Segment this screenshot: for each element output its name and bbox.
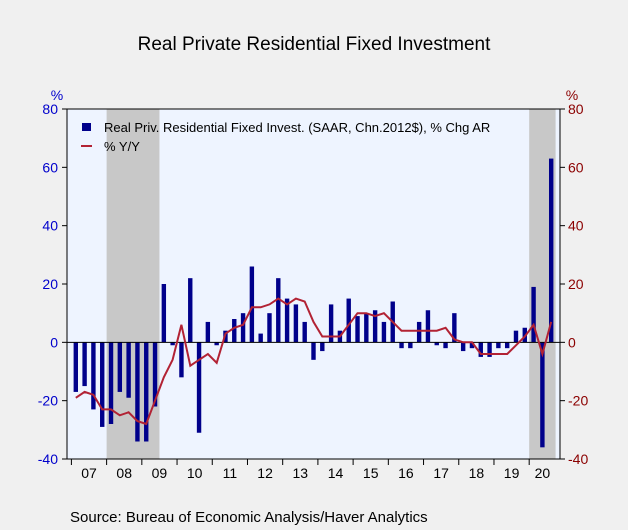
data-bar — [346, 298, 351, 343]
right-tick-label: -20 — [568, 393, 588, 409]
data-bar — [452, 313, 457, 343]
data-bar — [487, 342, 492, 357]
data-bar — [328, 304, 334, 343]
right-tick-label: 20 — [568, 276, 584, 292]
data-bar — [320, 342, 325, 352]
data-bar — [302, 321, 307, 343]
left-tick-label: 40 — [42, 218, 58, 234]
data-bar — [73, 342, 79, 392]
x-tick-label: 15 — [363, 465, 379, 481]
x-tick-label: 16 — [398, 465, 414, 481]
data-bar — [276, 278, 281, 343]
data-bar — [372, 310, 378, 343]
left-tick-label: 0 — [50, 334, 58, 350]
data-bar — [548, 158, 554, 343]
left-tick-label: 80 — [42, 101, 58, 117]
data-bar — [179, 342, 184, 378]
data-bar — [205, 321, 211, 343]
x-tick-label: 10 — [187, 465, 203, 481]
x-tick-label: 14 — [328, 465, 344, 481]
data-bar — [513, 330, 519, 343]
data-bar — [416, 321, 422, 343]
data-bar — [82, 342, 87, 387]
left-tick-label: 60 — [42, 159, 58, 175]
bar-series — [73, 158, 554, 448]
data-bar — [152, 342, 158, 407]
data-bar — [135, 342, 140, 442]
data-bar — [381, 321, 387, 343]
x-tick-label: 11 — [223, 465, 238, 481]
data-bar — [144, 342, 149, 442]
data-bar — [311, 342, 316, 360]
data-bar — [504, 342, 510, 349]
right-tick-label: 0 — [568, 334, 576, 350]
left-axis-unit: % — [51, 87, 63, 103]
data-bar — [434, 342, 439, 346]
data-bar — [531, 286, 536, 343]
data-bar — [478, 342, 483, 357]
data-bar — [100, 342, 105, 427]
x-tick-label: 13 — [293, 465, 309, 481]
data-bar — [258, 333, 263, 343]
data-bar — [240, 313, 246, 343]
right-tick-label: 40 — [568, 218, 584, 234]
right-tick-label: 80 — [568, 101, 584, 117]
data-bar — [170, 342, 175, 346]
data-bar — [355, 316, 360, 343]
x-tick-label: 08 — [116, 465, 132, 481]
data-bar — [496, 342, 501, 349]
data-bar — [91, 342, 96, 410]
data-bar — [469, 342, 475, 349]
left-tick-label: -40 — [38, 451, 58, 467]
x-tick-label: 19 — [504, 465, 520, 481]
left-tick-label: 20 — [42, 276, 58, 292]
x-tick-label: 12 — [257, 465, 273, 481]
chart-title: Real Private Residential Fixed Investmen… — [138, 34, 491, 55]
legend-line-label: % Y/Y — [104, 139, 140, 154]
data-bar — [364, 313, 369, 343]
x-tick-label: 20 — [535, 465, 551, 481]
data-bar — [214, 342, 219, 346]
x-tick-label: 09 — [152, 465, 168, 481]
data-bar — [399, 342, 404, 349]
data-bar — [267, 313, 272, 343]
yoy-line — [75, 297, 553, 426]
x-tick-label: 18 — [469, 465, 485, 481]
legend-bar-swatch — [82, 123, 91, 131]
left-tick-label: -20 — [38, 393, 58, 409]
data-bar — [293, 304, 299, 343]
right-tick-label: -40 — [568, 451, 588, 467]
x-tick-label: 17 — [433, 465, 449, 481]
data-bar — [425, 310, 431, 343]
data-bar — [232, 319, 237, 343]
data-bar — [284, 298, 290, 343]
data-bar — [161, 284, 167, 343]
data-bar — [117, 342, 123, 392]
data-bar — [249, 266, 255, 343]
data-bar — [540, 342, 545, 448]
data-bar — [126, 342, 131, 398]
data-bar — [196, 342, 202, 433]
x-tick-label: 07 — [81, 465, 97, 481]
data-bar — [408, 342, 413, 349]
data-bar — [443, 342, 448, 349]
recession-band — [106, 109, 160, 459]
source-note: Source: Bureau of Economic Analysis/Have… — [70, 509, 428, 526]
legend-bar-label: Real Priv. Residential Fixed Invest. (SA… — [104, 120, 490, 135]
data-bar — [108, 342, 114, 424]
axes: 80 60 40 20 0 -20 -40 80 60 40 20 0 -20 -40 07 08 09 10 11… — [38, 101, 589, 481]
right-axis-unit: % — [566, 87, 578, 103]
right-tick-label: 60 — [568, 159, 584, 175]
data-bar — [188, 278, 193, 343]
data-bar — [460, 342, 466, 352]
